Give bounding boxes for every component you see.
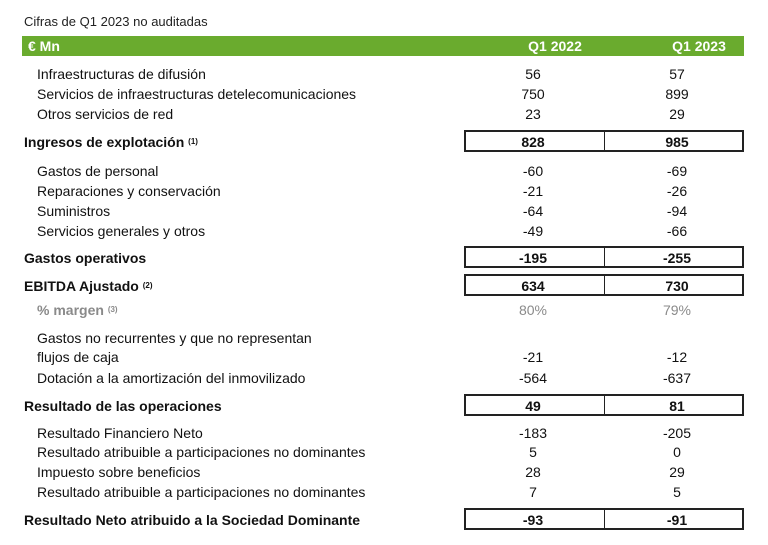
table-row: Resultado Financiero Neto -183 -205 [0,423,768,443]
row-label-text: EBITDA Ajustado [24,278,139,294]
row-label: % margen (3) [37,302,118,318]
value-q1-2022: -195 [518,250,548,266]
value-q1-2023: 5 [673,484,681,500]
value-q1-2022: -183 [518,425,548,441]
row-label: Gastos operativos [24,250,147,266]
value-q1-2022: -49 [522,223,544,239]
row-label: Resultado Neto atribuido a la Sociedad D… [24,512,361,528]
row-label: Dotación a la amortización del inmoviliz… [37,370,306,386]
table-header: € Mn Q1 2022 Q1 2023 [22,36,744,56]
value-q1-2023: 57 [669,66,685,82]
total-box-gastos-operativos [464,246,744,268]
table-row: Otros servicios de red 23 29 [0,104,768,124]
value-q1-2023: 899 [665,86,689,102]
table-row-margin: % margen (3) 80% 79% [0,300,768,320]
value-q1-2023: -637 [662,370,692,386]
total-box-resultado-operaciones [464,394,744,416]
unaudited-note: Cifras de Q1 2023 no auditadas [24,14,208,29]
value-q1-2023: -12 [666,349,688,365]
value-q1-2022: -60 [522,163,544,179]
table-row-total: Resultado de las operaciones 49 81 [0,396,768,416]
value-q1-2022: 80% [518,302,548,318]
row-label: Ingresos de explotación (1) [24,134,198,150]
table-row: Gastos de personal -60 -69 [0,161,768,181]
value-q1-2023: -94 [666,203,688,219]
table-row-total: Resultado Neto atribuido a la Sociedad D… [0,510,768,530]
table-row: flujos de caja -21 -12 [0,347,768,367]
column-header-q1-2023: Q1 2023 [672,38,726,54]
value-q1-2022: -93 [522,512,544,528]
value-q1-2022: -21 [522,183,544,199]
row-label: Resultado Financiero Neto [37,425,203,441]
footnote-ref: (2) [142,281,153,290]
row-label: Suministros [37,203,111,219]
value-q1-2023: -205 [662,425,692,441]
value-q1-2022: -564 [518,370,548,386]
table-row: Resultado atribuible a participaciones n… [0,482,768,502]
row-label: Reparaciones y conservación [37,183,221,199]
row-label: Resultado atribuible a participaciones n… [37,484,366,500]
value-q1-2023: 29 [669,464,685,480]
row-label-text: % margen [37,302,104,318]
row-label: Resultado de las operaciones [24,398,222,414]
value-q1-2023: -255 [662,250,692,266]
row-label: Servicios de infraestructuras detelecomu… [37,86,357,102]
value-q1-2023: 730 [665,278,689,294]
row-label: Infraestructuras de difusión [37,66,206,82]
row-label: Otros servicios de red [37,106,174,122]
column-header-q1-2022: Q1 2022 [528,38,582,54]
row-label: Impuesto sobre beneficios [37,464,201,480]
value-q1-2022: 7 [529,484,537,500]
footnote-ref: (1) [188,137,198,146]
value-q1-2023: 0 [673,444,681,460]
total-box-ebitda [464,274,744,296]
value-q1-2022: 5 [529,444,537,460]
footnote-ref: (3) [107,305,118,314]
value-q1-2022: 750 [521,86,545,102]
row-label: Gastos de personal [37,163,159,179]
table-row: Resultado atribuible a participaciones n… [0,442,768,462]
value-q1-2023: 29 [669,106,685,122]
value-q1-2023: -91 [666,512,688,528]
table-row: Suministros -64 -94 [0,201,768,221]
table-row: Reparaciones y conservación -21 -26 [0,181,768,201]
value-q1-2023: -66 [666,223,688,239]
table-row: Impuesto sobre beneficios 28 29 [0,462,768,482]
value-q1-2022: 49 [525,398,541,414]
value-q1-2022: 23 [525,106,541,122]
value-q1-2023: 985 [665,134,689,150]
row-label: Servicios generales y otros [37,223,206,239]
row-label: EBITDA Ajustado (2) [24,278,153,294]
table-row: Dotación a la amortización del inmoviliz… [0,368,768,388]
table-row-total: EBITDA Ajustado (2) 634 730 [0,276,768,296]
table-row: Infraestructuras de difusión 56 57 [0,64,768,84]
row-label: flujos de caja [37,349,119,365]
table-row-total: Ingresos de explotación (1) 828 985 [0,132,768,152]
value-q1-2022: -64 [522,203,544,219]
row-label: Resultado atribuible a participaciones n… [37,444,366,460]
table-row: Servicios de infraestructuras detelecomu… [0,84,768,104]
total-box-resultado-neto [464,508,744,530]
value-q1-2023: -26 [666,183,688,199]
value-q1-2022: 634 [521,278,545,294]
table-row-total: Gastos operativos -195 -255 [0,248,768,268]
table-row: Servicios generales y otros -49 -66 [0,221,768,241]
value-q1-2023: 81 [669,398,685,414]
value-q1-2022: 56 [525,66,541,82]
value-q1-2022: -21 [522,349,544,365]
row-label-text: Ingresos de explotación [24,134,185,150]
table-row: Gastos no recurrentes y que no represent… [0,328,768,348]
value-q1-2023: 79% [662,302,692,318]
total-box-ingresos [464,130,744,152]
value-q1-2023: -69 [666,163,688,179]
value-q1-2022: 28 [525,464,541,480]
value-q1-2022: 828 [521,134,545,150]
row-label: Gastos no recurrentes y que no represent… [37,330,312,346]
currency-header: € Mn [28,38,60,54]
